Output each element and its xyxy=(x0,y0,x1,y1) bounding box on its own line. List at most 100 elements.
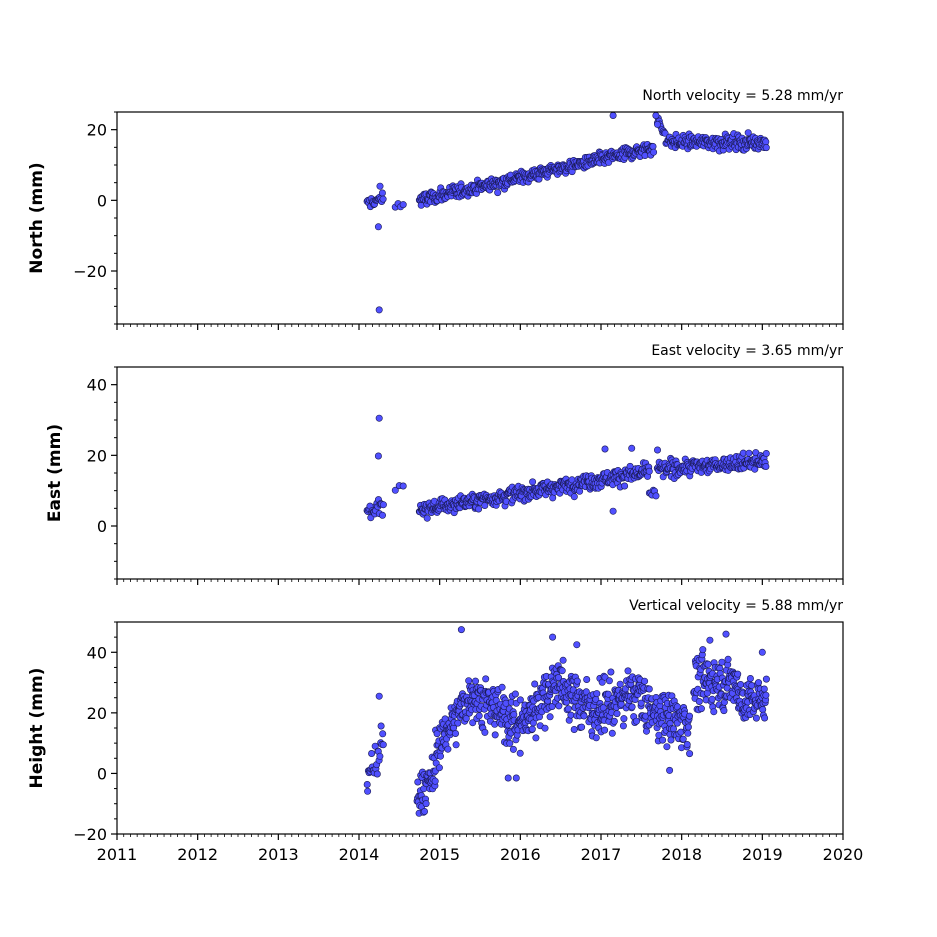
height-data-point xyxy=(655,731,663,739)
height-ytick-label: 0 xyxy=(97,764,107,783)
height-data-point xyxy=(554,674,562,682)
height-data-point xyxy=(377,722,385,730)
east-data-point xyxy=(475,505,483,513)
height-data-point xyxy=(379,741,387,749)
east-panel: East velocity = 3.65 mm/yr East (mm) 0 20… xyxy=(45,343,844,585)
height-data-point xyxy=(364,787,372,795)
east-data-point xyxy=(570,493,578,501)
height-data-point xyxy=(435,764,443,772)
north-data-point xyxy=(653,120,661,128)
north-data-points xyxy=(363,112,770,314)
xtick-label: 2019 xyxy=(742,845,783,864)
north-data-point xyxy=(762,138,770,146)
height-data-point xyxy=(363,780,371,788)
height-data-point xyxy=(559,656,567,664)
height-data-point xyxy=(599,704,607,712)
east-data-point xyxy=(601,445,609,453)
height-data-point xyxy=(706,636,714,644)
north-data-point xyxy=(375,306,383,314)
height-data-point xyxy=(593,690,601,698)
xtick-label: 2013 xyxy=(258,845,299,864)
east-data-point xyxy=(423,514,431,522)
north-data-point xyxy=(374,223,382,231)
height-title: Vertical velocity = 5.88 mm/yr xyxy=(629,598,843,614)
height-data-point xyxy=(616,680,624,688)
north-ylabel: North (mm) xyxy=(27,162,47,273)
north-data-point xyxy=(650,148,658,156)
height-data-point xyxy=(734,670,742,678)
height-data-point xyxy=(628,703,636,711)
height-data-point xyxy=(422,800,430,808)
height-data-point xyxy=(491,731,499,739)
xtick-label: 2012 xyxy=(177,845,218,864)
height-data-point xyxy=(465,677,473,685)
height-data-point xyxy=(454,719,462,727)
north-data-point xyxy=(376,182,384,190)
east-ylabel: East (mm) xyxy=(45,424,65,522)
height-data-point xyxy=(718,658,726,666)
north-title: North velocity = 5.28 mm/yr xyxy=(642,88,843,104)
height-data-point xyxy=(699,646,707,654)
height-data-point xyxy=(532,734,540,742)
height-data-points xyxy=(363,626,770,817)
height-ylabel: Height (mm) xyxy=(27,668,47,789)
height-data-point xyxy=(645,685,653,693)
height-data-point xyxy=(498,683,506,691)
height-data-point xyxy=(368,749,376,757)
height-data-point xyxy=(724,655,732,663)
height-data-point xyxy=(549,633,557,641)
height-data-point xyxy=(471,677,479,685)
height-data-point xyxy=(722,630,730,638)
height-data-point xyxy=(548,702,556,710)
east-data-point xyxy=(745,449,753,457)
north-data-point xyxy=(609,112,617,120)
xtick-label: 2017 xyxy=(581,845,622,864)
height-data-point xyxy=(431,777,439,785)
height-data-point xyxy=(509,745,517,753)
height-data-point xyxy=(481,728,489,736)
xtick-label: 2015 xyxy=(419,845,460,864)
height-data-point xyxy=(710,708,718,716)
east-data-point xyxy=(653,446,661,454)
height-data-point xyxy=(504,774,512,782)
east-data-point xyxy=(621,482,629,490)
height-data-point xyxy=(376,752,384,760)
height-data-point xyxy=(420,807,428,815)
xtick-label: 2016 xyxy=(500,845,541,864)
height-data-point xyxy=(558,667,566,675)
north-axes-frame xyxy=(116,111,844,325)
height-axis-ticks: −20 0 20 40 2011 2012 2013 2014 2015 2016 2017 2018… xyxy=(73,621,863,864)
height-data-point xyxy=(433,730,441,738)
height-data-point xyxy=(613,710,621,718)
height-data-point xyxy=(567,711,575,719)
height-data-point xyxy=(684,723,692,731)
height-panel: Vertical velocity = 5.88 mm/yr Height (m… xyxy=(27,598,863,864)
height-data-point xyxy=(555,702,563,710)
height-data-point xyxy=(452,741,460,749)
height-data-point xyxy=(695,697,703,705)
height-data-point xyxy=(578,723,586,731)
height-data-point xyxy=(436,752,444,760)
north-data-point xyxy=(652,112,660,120)
height-data-point xyxy=(760,685,768,693)
height-data-point xyxy=(511,690,519,698)
height-data-point xyxy=(762,675,770,683)
east-ytick-label: 0 xyxy=(97,517,107,536)
east-data-point xyxy=(529,478,537,486)
height-data-point xyxy=(685,712,693,720)
height-data-point xyxy=(684,729,692,737)
height-data-point xyxy=(546,713,554,721)
height-data-point xyxy=(762,691,770,699)
height-data-point xyxy=(375,692,383,700)
east-data-point xyxy=(762,449,770,457)
height-data-point xyxy=(720,707,728,715)
xtick-label: 2011 xyxy=(97,845,138,864)
height-ytick-label: 40 xyxy=(87,643,107,662)
height-data-point xyxy=(708,695,716,703)
height-data-point xyxy=(482,675,490,683)
east-ytick-label: 20 xyxy=(87,446,107,465)
height-data-point xyxy=(632,717,640,725)
height-data-point xyxy=(528,725,536,733)
height-data-point xyxy=(573,641,581,649)
north-data-point xyxy=(378,189,386,197)
